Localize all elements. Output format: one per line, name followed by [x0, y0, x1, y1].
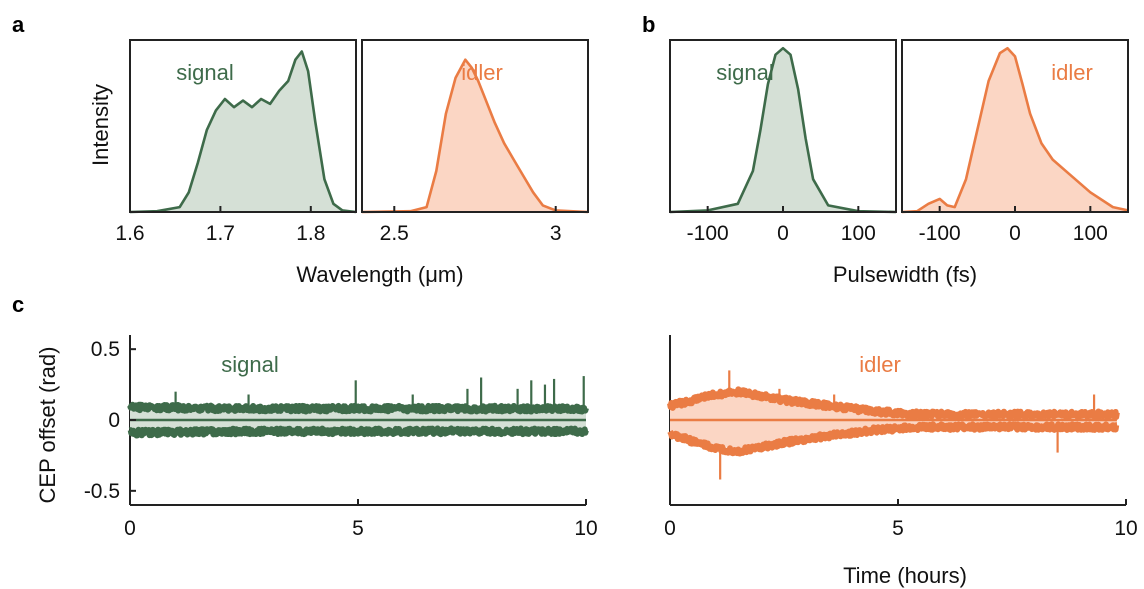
- xtick-label-a-idler: 3: [550, 222, 562, 245]
- xtick-label-b-idler: -100: [919, 222, 961, 245]
- xtick-label-c-idler: 10: [1114, 517, 1137, 540]
- series-label-b-idler: idler: [1051, 60, 1093, 85]
- area-fill-b-signal: [670, 48, 896, 213]
- area-fill-a-idler: [362, 59, 588, 213]
- b-xlabel: Pulsewidth (fs): [833, 262, 977, 287]
- frame-a-signal: [129, 39, 357, 213]
- xtick-label-b-signal: 0: [777, 222, 789, 245]
- plot-a-signal: 1.6 1.7 1.8 signal: [115, 39, 357, 245]
- ytick-label-c-signal: 0.5: [91, 338, 120, 361]
- c-xlabel: Time (hours): [843, 563, 967, 588]
- series-label-c-idler: idler: [859, 352, 901, 377]
- xtick-label-c-signal: 0: [124, 517, 136, 540]
- c-ylabel: CEP offset (rad): [35, 347, 60, 504]
- upper-trace-c-signal: [127, 401, 589, 415]
- plot-b-idler: -100 0 100 idler: [901, 39, 1129, 245]
- series-line-b-idler: [901, 46, 1129, 214]
- xtick-label-b-signal: -100: [687, 222, 729, 245]
- panel-label-b: b: [642, 12, 655, 37]
- frame-a-idler: [361, 39, 589, 213]
- series-line-b-signal: [669, 46, 897, 214]
- xtick-label-c-idler: 5: [892, 517, 904, 540]
- series-line-a-signal: [129, 50, 357, 214]
- series-label-a-signal: signal: [176, 60, 233, 85]
- xtick-label-a-signal: 1.6: [115, 222, 144, 245]
- plot-b-signal: -100 0 100 signal: [669, 39, 897, 245]
- lower-trace-c-idler: [667, 421, 1120, 457]
- upper-trace-c-idler: [667, 386, 1120, 421]
- xtick-label-b-idler: 100: [1073, 222, 1108, 245]
- ytick-label-c-signal: -0.5: [84, 480, 120, 503]
- xtick-label-c-idler: 0: [664, 517, 676, 540]
- a-ylabel: Intensity: [88, 84, 113, 166]
- series-label-a-idler: idler: [461, 60, 503, 85]
- area-fill-a-signal: [130, 51, 356, 212]
- series-label-c-signal: signal: [221, 352, 278, 377]
- area-fill-b-idler: [902, 48, 1128, 213]
- xtick-label-b-idler: 0: [1009, 222, 1021, 245]
- series-label-b-signal: signal: [716, 60, 773, 85]
- xtick-label-b-signal: 100: [841, 222, 876, 245]
- xtick-label-a-idler: 2.5: [380, 222, 409, 245]
- plot-a-idler: 2.5 3 idler: [361, 39, 589, 245]
- ytick-label-c-signal: 0: [108, 409, 120, 432]
- lower-trace-c-signal: [127, 425, 589, 439]
- xtick-label-a-signal: 1.8: [296, 222, 325, 245]
- inner-band-c-idler: [670, 394, 1117, 449]
- panel-label-c: c: [12, 292, 24, 317]
- xtick-label-a-signal: 1.7: [206, 222, 235, 245]
- plot-c-idler: 0 5 10 idler: [664, 335, 1138, 540]
- a-xlabel: Wavelength (μm): [296, 262, 463, 287]
- xtick-label-c-signal: 10: [574, 517, 597, 540]
- xtick-label-c-signal: 5: [352, 517, 364, 540]
- series-line-a-idler: [361, 58, 589, 214]
- panel-label-a: a: [12, 12, 25, 37]
